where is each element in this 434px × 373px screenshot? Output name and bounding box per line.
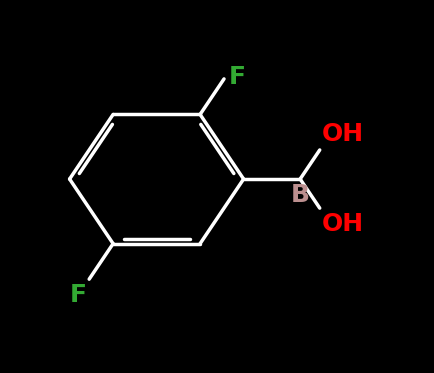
Text: F: F [228,65,245,89]
Text: F: F [70,283,87,307]
Text: B: B [290,183,309,207]
Text: OH: OH [321,122,363,146]
Text: OH: OH [321,212,363,236]
